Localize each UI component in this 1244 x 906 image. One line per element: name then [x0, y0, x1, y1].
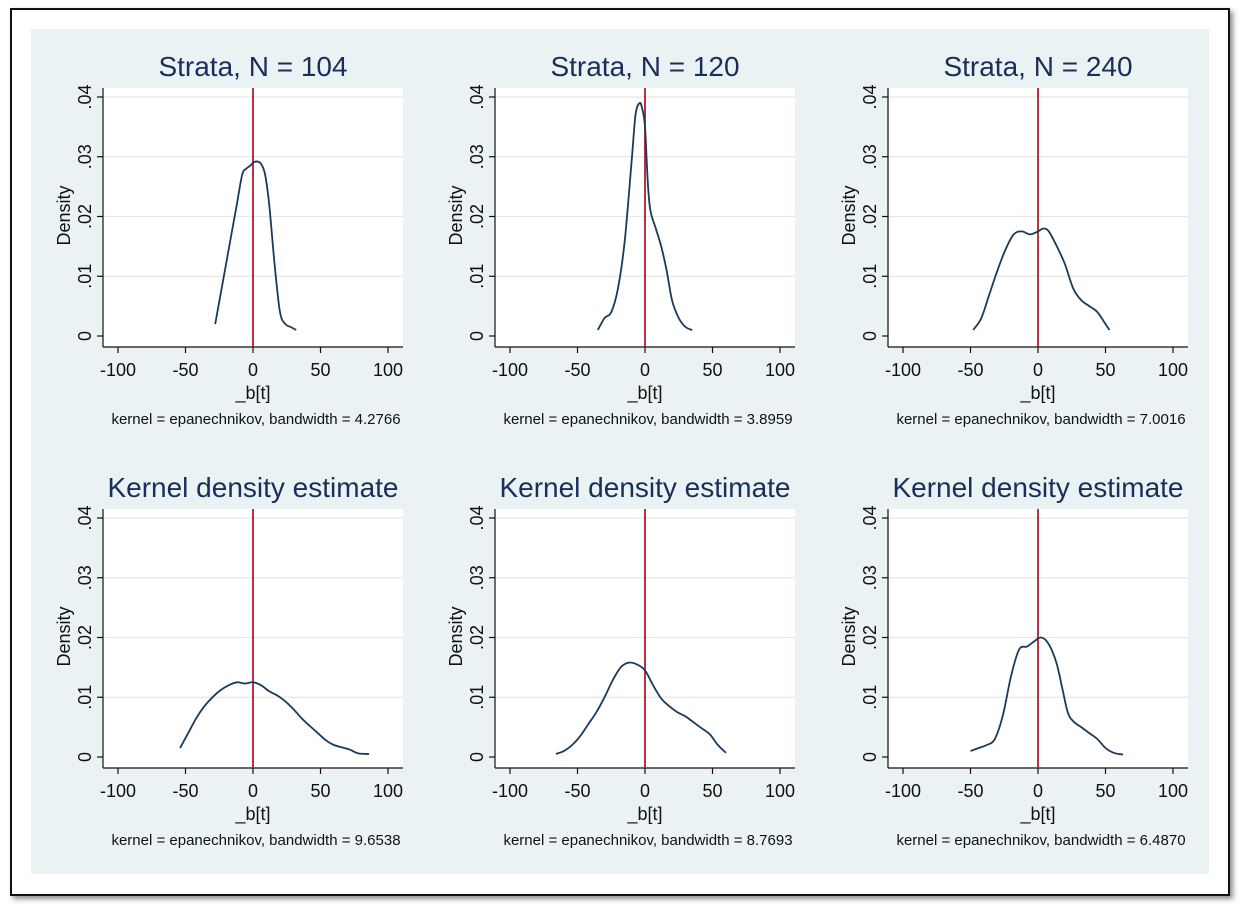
y-tick-label: 0 — [75, 331, 95, 341]
x-tick-label: 100 — [1158, 781, 1188, 801]
x-tick-label: 50 — [310, 360, 330, 380]
y-tick-label: .03 — [860, 565, 880, 590]
y-tick-label: .01 — [860, 264, 880, 289]
density-curve — [970, 636, 1124, 756]
y-tick-label: .04 — [860, 84, 880, 109]
x-tick-label: 0 — [1033, 360, 1043, 380]
x-tick-label: -100 — [885, 360, 921, 380]
panel-4: 0 .01 .02 .03 .04 -100 -50 0 50 100 Density _b[t] Ke… — [54, 472, 403, 849]
x-axis-label: _b[t] — [626, 383, 662, 404]
y-tick-label: .01 — [467, 264, 487, 289]
y-axis-label: Density — [839, 606, 859, 666]
panel-6: 0 .01 .02 .03 .04 -100 -50 0 50 100 Density _b[t] Ke… — [839, 472, 1188, 849]
y-tick-label: .03 — [860, 144, 880, 169]
x-tick-label: -100 — [100, 781, 136, 801]
y-tick-label: .02 — [467, 625, 487, 650]
x-tick-label: 50 — [310, 781, 330, 801]
y-tick-label: .04 — [467, 84, 487, 109]
y-tick-label: .02 — [860, 625, 880, 650]
x-axis-label: _b[t] — [626, 804, 662, 825]
y-tick-label: .03 — [467, 565, 487, 590]
y-axis-label: Density — [839, 185, 859, 245]
x-tick-label: -50 — [564, 781, 590, 801]
x-tick-label: 100 — [1158, 360, 1188, 380]
x-tick-label: 100 — [765, 360, 795, 380]
bandwidth-note: kernel = epanechnikov, bandwidth = 4.276… — [111, 411, 400, 428]
panel-5: 0 .01 .02 .03 .04 -100 -50 0 50 100 Density _b[t] Ke… — [446, 472, 795, 849]
y-tick-label: 0 — [75, 752, 95, 762]
x-tick-label: 100 — [373, 360, 403, 380]
density-curve — [972, 227, 1111, 331]
y-tick-label: 0 — [467, 331, 487, 341]
y-tick-label: .03 — [75, 565, 95, 590]
x-tick-label: -50 — [172, 360, 198, 380]
x-tick-label: -50 — [172, 781, 198, 801]
y-tick-label: .01 — [467, 685, 487, 710]
y-axis-label: Density — [446, 185, 466, 245]
bandwidth-note: kernel = epanechnikov, bandwidth = 8.769… — [503, 832, 792, 849]
x-tick-label: -50 — [957, 360, 983, 380]
y-axis-label: Density — [54, 606, 74, 666]
x-tick-label: -100 — [492, 781, 528, 801]
y-tick-label: .04 — [75, 84, 95, 109]
bandwidth-note: kernel = epanechnikov, bandwidth = 7.001… — [896, 411, 1185, 428]
bandwidth-note: kernel = epanechnikov, bandwidth = 9.653… — [111, 832, 400, 849]
x-tick-label: -100 — [885, 781, 921, 801]
panel-title: Strata, N = 104 — [158, 51, 347, 82]
density-curve — [597, 101, 693, 331]
x-tick-label: 50 — [702, 781, 722, 801]
y-tick-label: .03 — [467, 144, 487, 169]
y-tick-label: .04 — [467, 505, 487, 530]
y-tick-label: .02 — [75, 204, 95, 229]
x-tick-label: -100 — [100, 360, 136, 380]
x-tick-label: 0 — [248, 781, 258, 801]
x-tick-label: 100 — [765, 781, 795, 801]
y-axis-label: Density — [446, 606, 466, 666]
panel-title: Strata, N = 240 — [943, 51, 1132, 82]
panel-title: Strata, N = 120 — [550, 51, 739, 82]
y-tick-label: .03 — [75, 144, 95, 169]
panel-title: Kernel density estimate — [892, 472, 1183, 503]
x-tick-label: 50 — [1095, 360, 1115, 380]
x-tick-label: -100 — [492, 360, 528, 380]
y-tick-label: .01 — [75, 685, 95, 710]
y-tick-label: .04 — [860, 505, 880, 530]
y-tick-label: .02 — [467, 204, 487, 229]
x-tick-label: -50 — [564, 360, 590, 380]
x-tick-label: 0 — [640, 360, 650, 380]
y-tick-label: .02 — [75, 625, 95, 650]
y-tick-label: .02 — [860, 204, 880, 229]
density-curve — [214, 160, 297, 331]
density-curve — [179, 681, 370, 755]
panel-title: Kernel density estimate — [499, 472, 790, 503]
x-tick-label: 0 — [640, 781, 650, 801]
y-tick-label: .01 — [860, 685, 880, 710]
bandwidth-note: kernel = epanechnikov, bandwidth = 3.895… — [503, 411, 792, 428]
x-tick-label: 50 — [702, 360, 722, 380]
x-tick-label: 0 — [248, 360, 258, 380]
y-tick-label: .01 — [75, 264, 95, 289]
panel-2: 0 .01 .02 .03 .04 -100 -50 0 50 100 Density _b[t] St… — [446, 51, 795, 428]
x-tick-label: 0 — [1033, 781, 1043, 801]
x-axis-label: _b[t] — [1019, 804, 1055, 825]
bandwidth-note: kernel = epanechnikov, bandwidth = 6.487… — [896, 832, 1185, 849]
y-tick-label: 0 — [860, 752, 880, 762]
y-axis-label: Density — [54, 185, 74, 245]
y-tick-label: 0 — [860, 331, 880, 341]
x-axis-label: _b[t] — [234, 383, 270, 404]
y-tick-label: 0 — [467, 752, 487, 762]
x-tick-label: -50 — [957, 781, 983, 801]
x-tick-label: 50 — [1095, 781, 1115, 801]
panel-3: 0 .01 .02 .03 .04 -100 -50 0 50 100 Density _b[t] St… — [839, 51, 1188, 428]
density-curve — [555, 661, 727, 755]
x-axis-label: _b[t] — [234, 804, 270, 825]
x-axis-label: _b[t] — [1019, 383, 1055, 404]
y-tick-label: .04 — [75, 505, 95, 530]
x-tick-label: 100 — [373, 781, 403, 801]
panel-1: 0 .01 .02 .03 .04 -100 -50 0 50 100 Density _b[t] St… — [54, 51, 403, 428]
panel-title: Kernel density estimate — [107, 472, 398, 503]
